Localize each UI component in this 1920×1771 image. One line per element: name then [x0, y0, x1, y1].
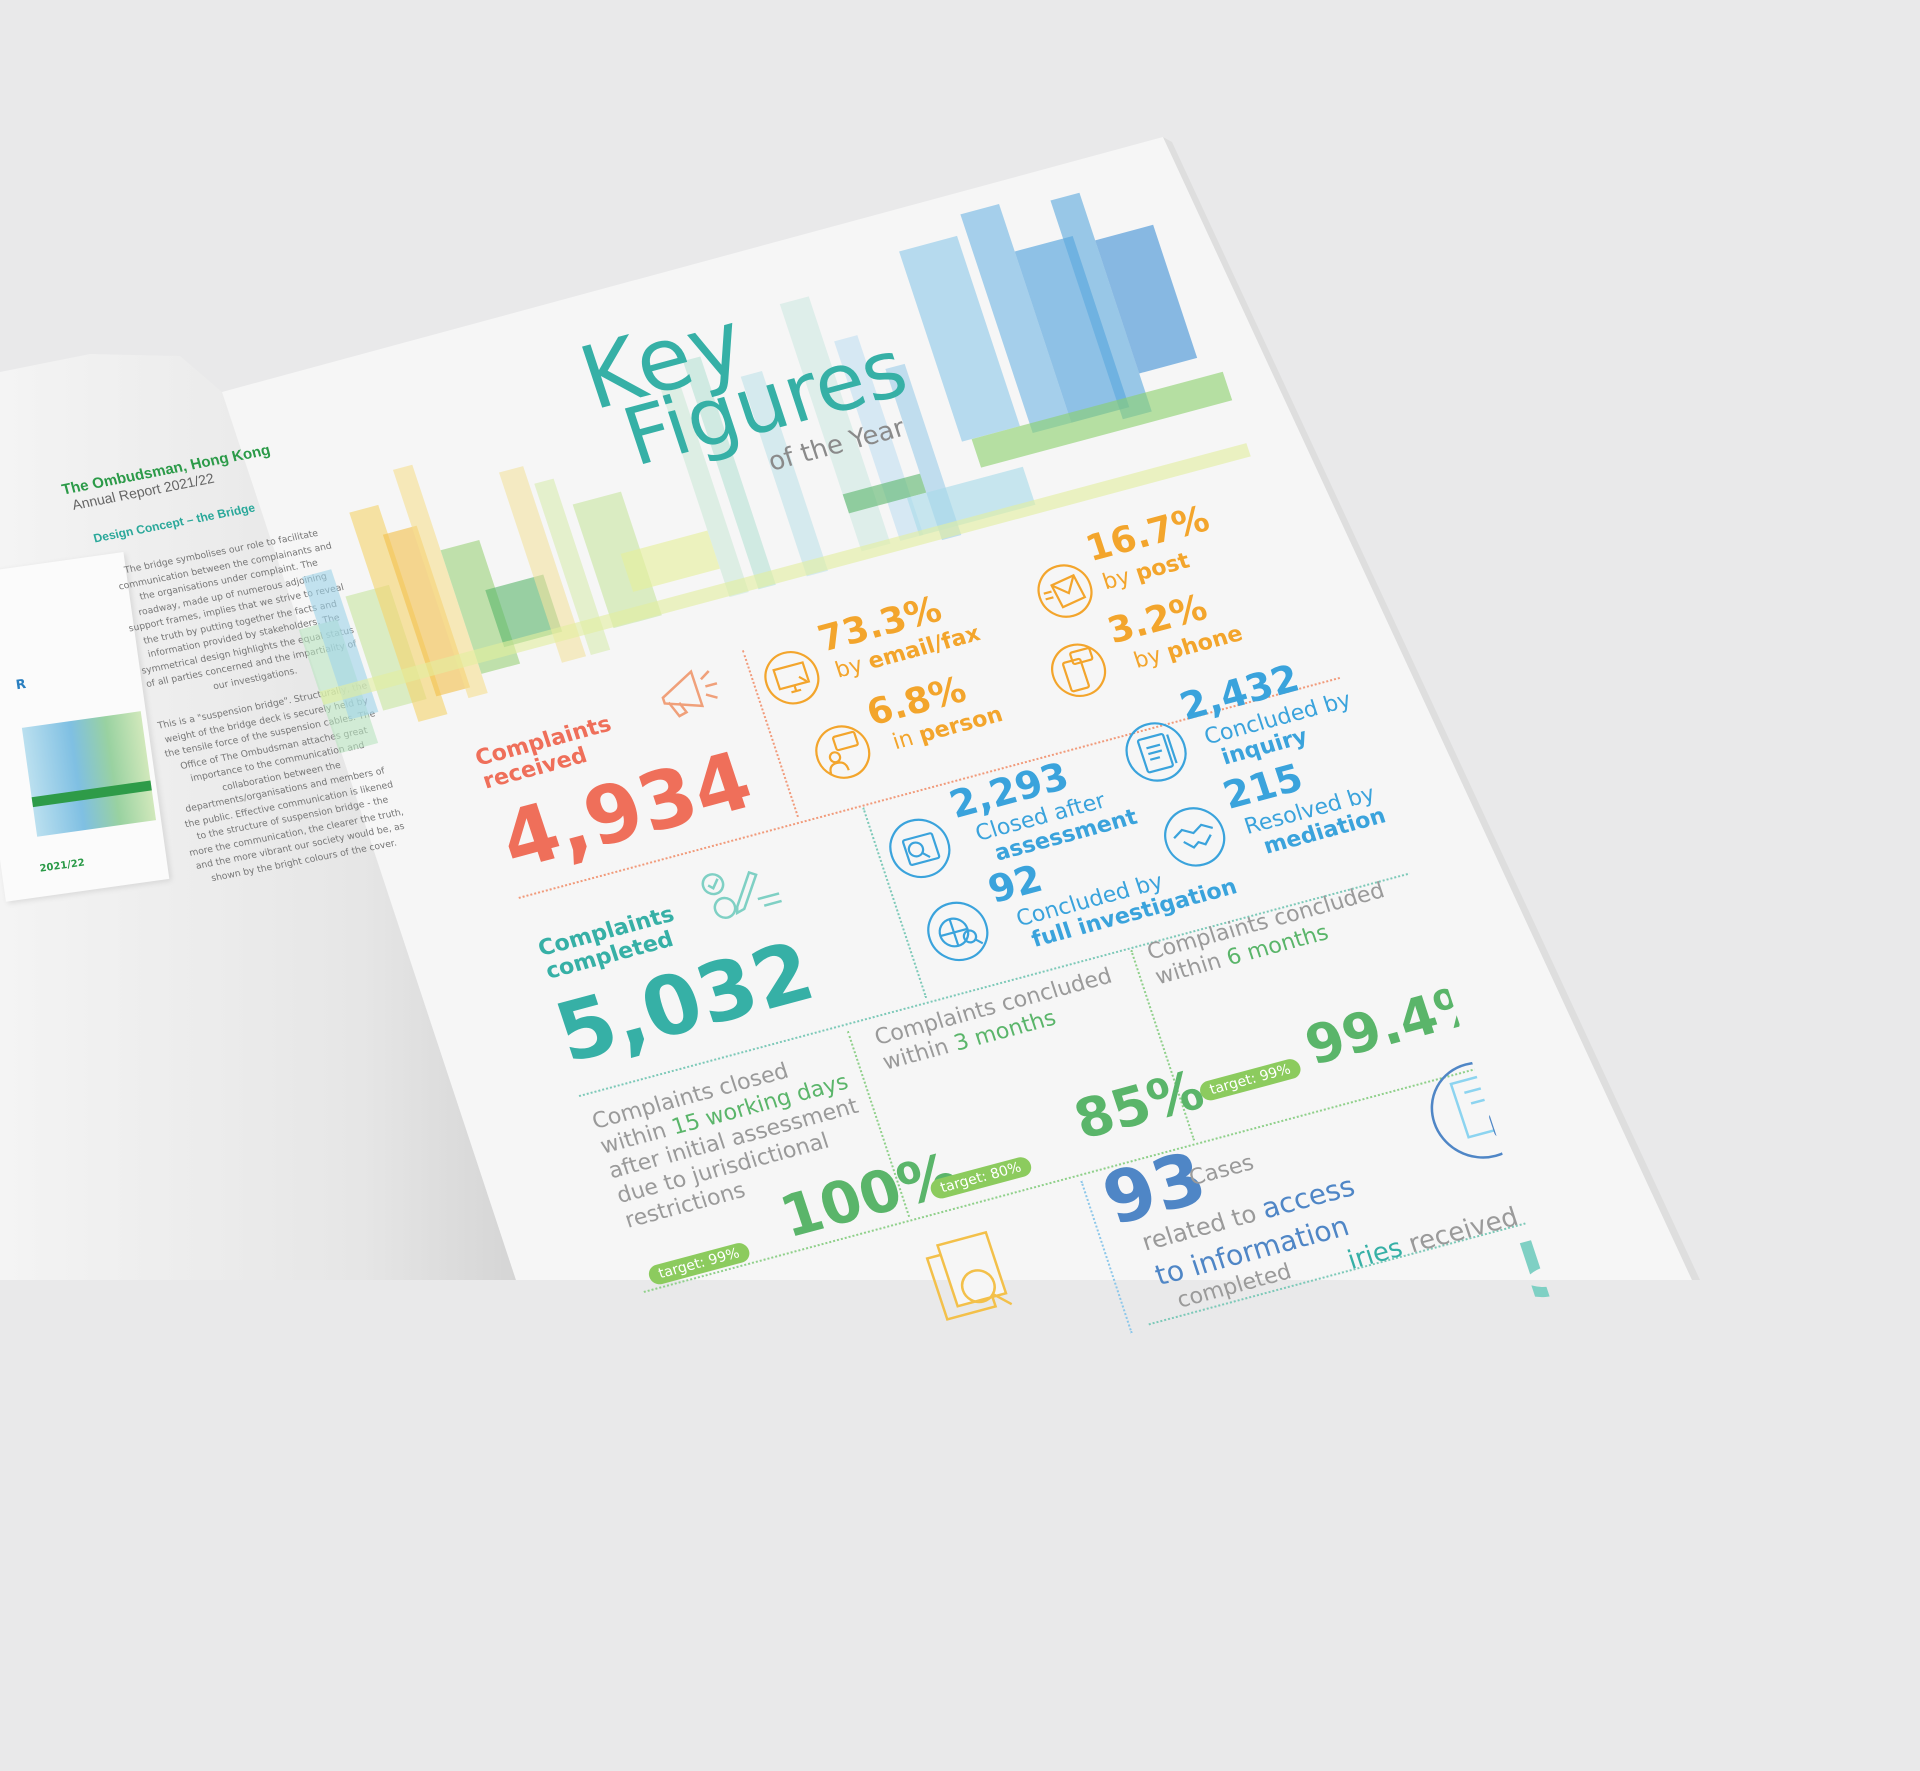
outcome-mediation: 215 Resolved by mediation [220, 138, 1389, 867]
folder-search-icon [889, 818, 951, 879]
clipboard-icon [1125, 722, 1187, 782]
outcome-inquiry: 2,432 Concluded by inquiry [220, 138, 1354, 782]
enquiries-partial: iries [1344, 1233, 1407, 1276]
left-page [0, 354, 516, 1280]
channel-email: 73.3% by email/fax [220, 138, 1167, 705]
documents-search-icon [925, 1230, 1013, 1321]
outcome-investigation: 92 Concluded by full investigation [220, 138, 1240, 962]
megaphone-icon [661, 669, 718, 718]
channel-phone: 3.2% by phone [220, 138, 1246, 697]
enquiries-label: iries received [1344, 1202, 1523, 1276]
right-page [222, 137, 1692, 1280]
handshake-icon [1164, 807, 1226, 867]
cover-letter: R [14, 676, 27, 694]
channel-post: 16.7% by post [220, 138, 1214, 618]
checklist-pen-icon [701, 870, 782, 919]
target-badge: target: 99% [1197, 1056, 1304, 1103]
desk-background [0, 137, 1700, 1280]
envelope-icon [1037, 564, 1093, 618]
computer-icon [764, 651, 820, 705]
phone-icon [1051, 643, 1107, 697]
target-pill: target: 99% [1197, 1056, 1304, 1103]
person-chat-icon [815, 725, 871, 779]
timeliness-3-months-label: Complaints concluded within 3 months [872, 964, 1124, 1077]
outcome-assessment: 2,293 Closed after assessment [220, 138, 1167, 879]
cover-year: 2021/22 [38, 857, 86, 875]
enquiries-rest: received [1396, 1202, 1523, 1262]
channel-person: 6.8% in person [220, 138, 1167, 779]
globe-search-icon [927, 901, 989, 962]
